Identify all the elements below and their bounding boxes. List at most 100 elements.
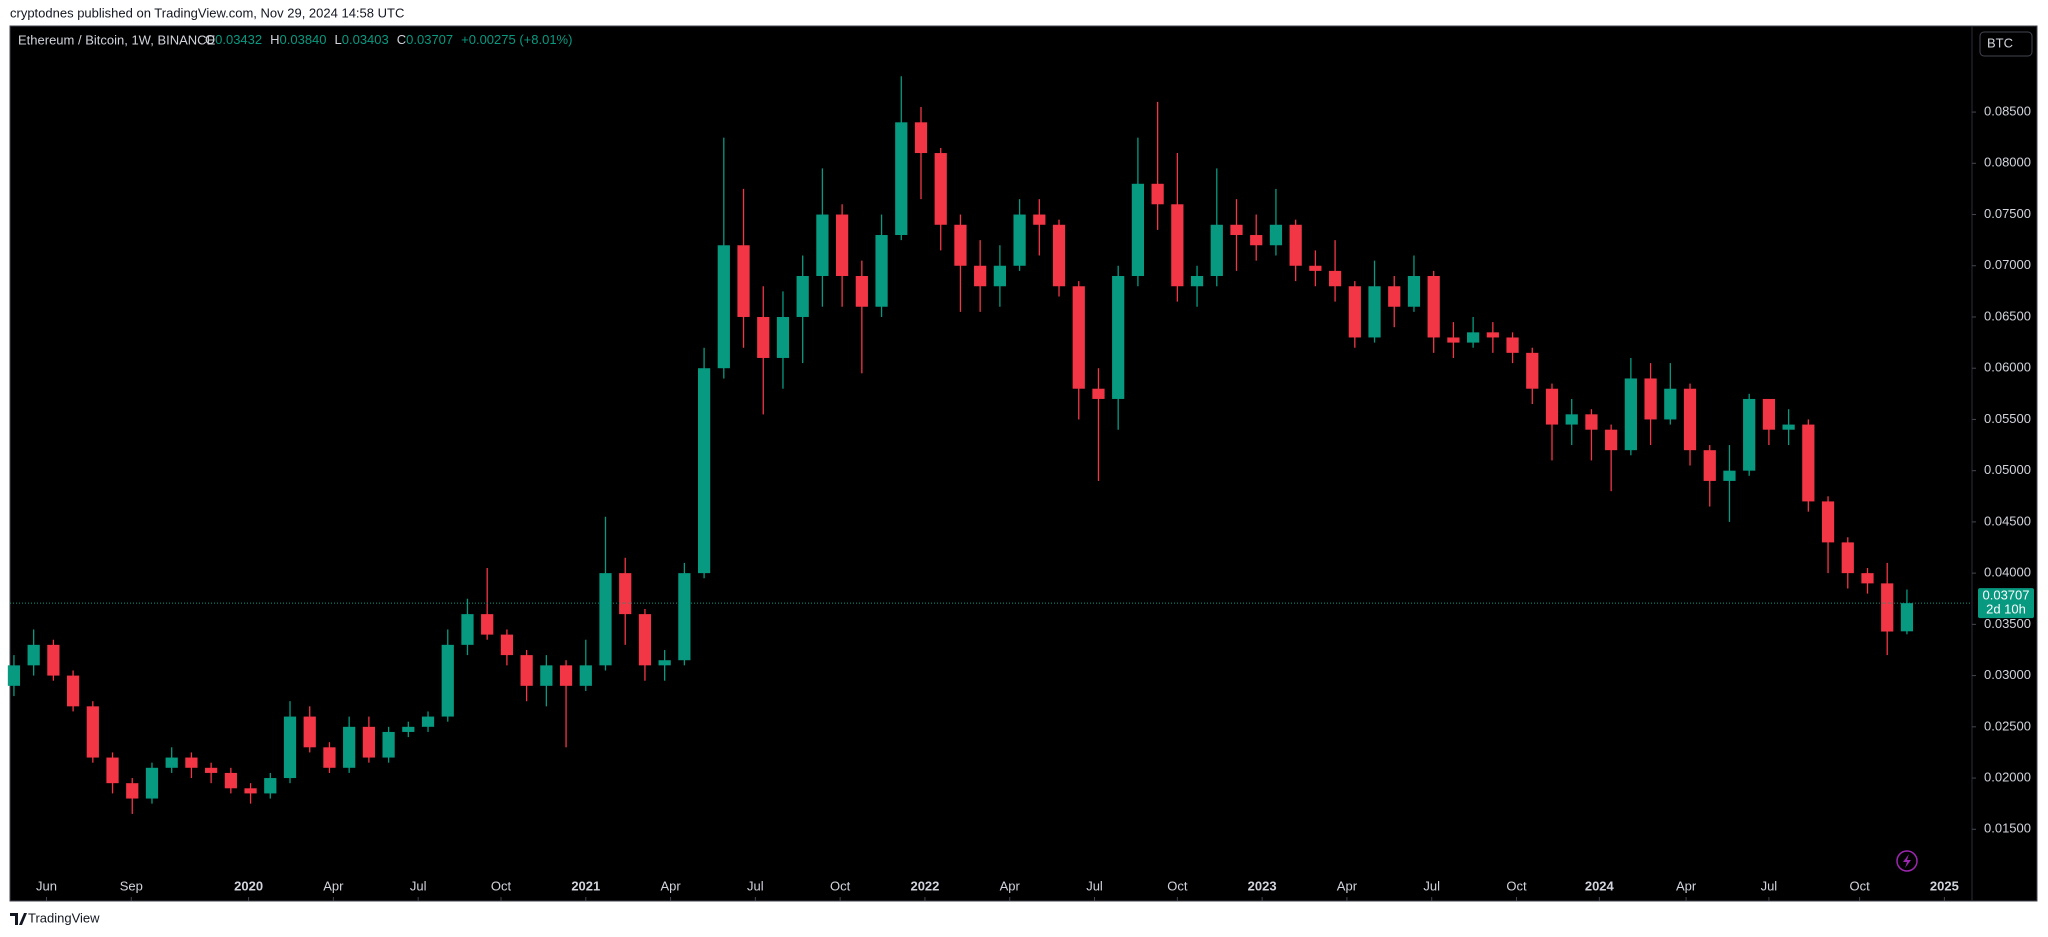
candle-body (362, 726, 375, 758)
legend-value: 0.03840 (280, 32, 327, 47)
candle-body (224, 772, 237, 789)
candle-body (1151, 183, 1164, 205)
x-tick-label: Apr (1000, 878, 1021, 893)
candle-body (1782, 424, 1795, 430)
candle-body (619, 573, 632, 615)
candle-body (579, 665, 592, 686)
alert-icon[interactable] (1896, 850, 1918, 872)
brand-logo (10, 913, 27, 925)
legend-key: O (205, 32, 215, 47)
candle-body (1585, 414, 1598, 430)
y-tick-label: 0.05500 (1984, 411, 2031, 426)
x-tick-label: Oct (1849, 878, 1870, 893)
x-tick-label: 2023 (1248, 878, 1277, 893)
candle-body (1821, 501, 1835, 543)
candle-body (520, 655, 533, 686)
candle-body (954, 224, 967, 266)
candle-body (1269, 224, 1283, 246)
x-tick-label: Jul (1086, 878, 1103, 893)
candle-body (1841, 542, 1854, 574)
symbol: Ethereum / Bitcoin, 1W, BINANCE (18, 32, 216, 47)
brand: TradingView (28, 910, 100, 925)
x-tick-label: Apr (1337, 878, 1358, 893)
candle-body (638, 614, 652, 666)
candle-body (1368, 286, 1381, 338)
candle-body (1112, 276, 1125, 399)
y-tick-label: 0.02500 (1984, 718, 2031, 733)
y-tick-label: 0.07500 (1984, 206, 2031, 221)
y-tick-label: 0.01500 (1984, 821, 2031, 836)
candle-body (1388, 286, 1401, 307)
candle-body (47, 644, 60, 676)
candle-body (1743, 398, 1756, 471)
candle-body (1644, 378, 1657, 420)
y-tick-label: 0.02000 (1984, 769, 2031, 784)
candle-body (185, 757, 198, 768)
candle-body (1762, 398, 1776, 430)
candle-body (816, 214, 829, 276)
candle-body (165, 757, 178, 768)
alert-bolt (1903, 854, 1911, 868)
candle-body (737, 245, 750, 317)
candle-body (678, 573, 691, 661)
legend-change: +0.00275 (+8.01%) (461, 32, 572, 47)
candle-body (86, 706, 99, 758)
x-tick-label: Apr (323, 878, 344, 893)
candle-body (1328, 270, 1342, 287)
candle-body (1900, 603, 1914, 632)
candle-body (1250, 235, 1263, 246)
candle-body (441, 644, 454, 717)
x-tick-label: 2024 (1585, 878, 1615, 893)
candle-body (145, 767, 159, 799)
publish-note: cryptodnes published on TradingView.com,… (10, 5, 404, 20)
candle-body (1723, 470, 1736, 481)
legend-key: C (397, 32, 406, 47)
y-tick-label: 0.06500 (1984, 308, 2031, 323)
candle-body (540, 665, 553, 686)
candle-body (776, 316, 790, 358)
candle-body (1427, 276, 1440, 338)
candle-body (796, 276, 809, 317)
legend-values: O0.03432 H0.03840 L0.03403 C0.03707 +0.00275… (205, 32, 572, 47)
candle-body (303, 716, 316, 748)
currency: BTC (1987, 35, 2013, 50)
candle-body (974, 265, 987, 287)
candle-body (914, 122, 928, 154)
y-tick-label: 0.04000 (1984, 565, 2031, 580)
candle-body (126, 783, 139, 799)
candle-body (283, 716, 297, 779)
x-tick-label: Sep (120, 878, 143, 893)
candle-body (1545, 388, 1559, 425)
countdown: 2d 10h (1986, 602, 2026, 617)
candle-body (1033, 214, 1046, 225)
candle-body (244, 788, 257, 794)
candle-body (481, 614, 494, 635)
candle-body (106, 757, 119, 784)
candle-body (1605, 429, 1618, 451)
candle-body (1664, 388, 1677, 420)
candle-body (1447, 337, 1460, 343)
y-tick-label: 0.03000 (1984, 667, 2031, 682)
candle-body (323, 747, 336, 768)
candle-body (1309, 265, 1322, 271)
candle-body (1526, 352, 1539, 389)
legend-key: H (270, 32, 279, 47)
candle-body (757, 316, 770, 358)
y-tick-label: 0.06000 (1984, 360, 2031, 375)
candle-body (1190, 276, 1204, 287)
candle-body (402, 726, 415, 732)
candle-body (1565, 414, 1578, 425)
candle-body (1131, 183, 1145, 276)
candle-body (500, 634, 514, 656)
x-tick-label: Oct (1506, 878, 1527, 893)
candle-body (697, 368, 711, 574)
candle-body (1486, 332, 1499, 338)
candle-body (993, 265, 1006, 287)
y-tick-label: 0.03500 (1984, 616, 2031, 631)
candle-body (1348, 286, 1361, 338)
currency-button[interactable] (1979, 31, 2033, 57)
candle-body (1881, 583, 1894, 632)
x-tick-label: Apr (1676, 878, 1697, 893)
